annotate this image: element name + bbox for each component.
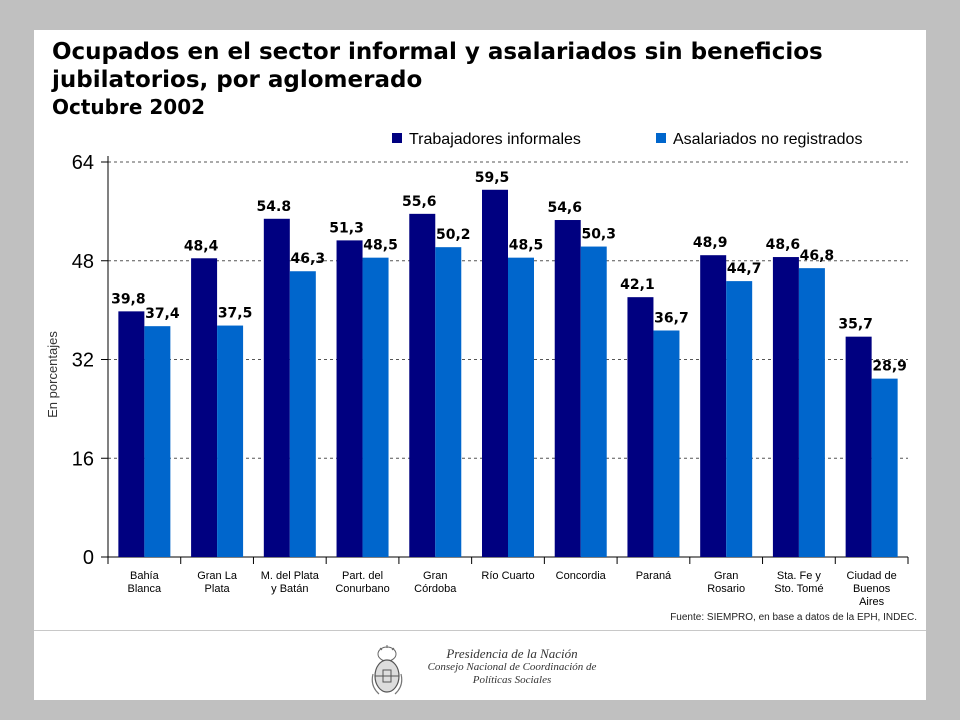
title-block: Ocupados en el sector informal y asalari… — [52, 38, 932, 120]
legend-label: Asalariados no registrados — [673, 131, 862, 148]
data-label: 48,6 — [766, 237, 801, 253]
category-label: Ciudad de — [847, 570, 897, 582]
footer-line3: Políticas Sociales — [472, 674, 552, 686]
category-label: Bahía — [130, 570, 160, 582]
bar-trabajadores-informales — [772, 257, 799, 557]
bar-asalariados-no-registrados — [508, 257, 534, 557]
bar-asalariados-no-registrados — [289, 271, 316, 557]
category-label: Paraná — [636, 570, 672, 582]
chart-subtitle: Octubre 2002 — [52, 95, 206, 119]
bar-trabajadores-informales — [554, 220, 581, 557]
y-tick-label: 32 — [72, 350, 94, 372]
y-tick-label: 64 — [72, 152, 94, 174]
data-label: 42,1 — [620, 277, 655, 293]
category-label: Gran — [423, 570, 447, 582]
data-label: 48,4 — [184, 238, 219, 254]
y-axis-label: En porcentajes — [45, 331, 60, 418]
bar-trabajadores-informales — [627, 297, 654, 557]
data-label: 44,7 — [727, 261, 762, 277]
data-label: 37,5 — [218, 306, 253, 322]
category-label: Aires — [859, 596, 885, 608]
category-label: Buenos — [853, 583, 891, 595]
y-tick-label: 16 — [72, 448, 94, 470]
bar-trabajadores-informales — [191, 258, 218, 557]
category-label: Gran — [714, 570, 738, 582]
bar-asalariados-no-registrados — [217, 325, 244, 557]
category-label: Gran La — [197, 570, 238, 582]
data-label: 48,5 — [363, 238, 398, 254]
data-label: 36,7 — [654, 310, 689, 326]
bar-asalariados-no-registrados — [871, 378, 898, 557]
data-label: 50,2 — [436, 227, 471, 243]
data-label: 46,8 — [800, 248, 835, 264]
national-seal-icon — [371, 645, 403, 695]
chart-title-line2: jubilatorios, por aglomerado — [52, 67, 423, 93]
data-label: 48,9 — [693, 235, 728, 251]
data-label: 39,8 — [111, 291, 146, 307]
legend-swatch — [656, 133, 666, 143]
source-note: Fuente: SIEMPRO, en base a datos de la E… — [670, 612, 917, 623]
data-label: 51,3 — [329, 220, 364, 236]
data-label: 37,4 — [145, 306, 180, 322]
data-label: 50,3 — [581, 227, 616, 243]
data-label: 46,3 — [291, 251, 326, 267]
category-label: Concordia — [556, 570, 607, 582]
bar-trabajadores-informales — [482, 189, 508, 557]
data-label: 54,6 — [547, 200, 582, 216]
data-label: 35,7 — [838, 317, 873, 333]
category-label: Sto. Tomé — [774, 583, 823, 595]
category-label: Part. del — [342, 570, 383, 582]
y-tick-label: 0 — [83, 547, 94, 569]
data-label: 55,6 — [402, 194, 437, 210]
category-label: M. del Plata — [261, 570, 320, 582]
bar-asalariados-no-registrados — [726, 281, 753, 557]
bar-trabajadores-informales — [845, 336, 872, 557]
legend-swatch — [392, 133, 402, 143]
bar-trabajadores-informales — [700, 255, 727, 557]
bar-asalariados-no-registrados — [580, 246, 607, 557]
bar-trabajadores-informales — [118, 311, 145, 557]
footer-institution: Presidencia de la Nación Consejo Naciona… — [412, 646, 612, 687]
category-label: Córdoba — [414, 583, 457, 595]
category-label: Rosario — [707, 583, 745, 595]
bar-asalariados-no-registrados — [144, 326, 171, 557]
bar-trabajadores-informales — [409, 213, 436, 557]
bar-asalariados-no-registrados — [362, 257, 389, 557]
bar-trabajadores-informales — [263, 218, 290, 557]
category-label: y Batán — [271, 583, 308, 595]
bar-asalariados-no-registrados — [798, 268, 825, 557]
footer-divider — [34, 630, 926, 631]
data-label: 59,5 — [475, 170, 510, 186]
bar-asalariados-no-registrados — [653, 330, 680, 557]
data-label: 54.8 — [257, 199, 292, 215]
y-tick-label: 48 — [72, 251, 94, 273]
category-label: Conurbano — [335, 583, 389, 595]
footer-line1: Presidencia de la Nación — [446, 646, 578, 661]
category-label: Río Cuarto — [481, 570, 534, 582]
legend-label: Trabajadores informales — [409, 131, 581, 148]
category-label: Blanca — [128, 583, 163, 595]
category-label: Plata — [205, 583, 231, 595]
footer-line2: Consejo Nacional de Coordinación de — [427, 661, 597, 673]
data-label: 48,5 — [509, 238, 544, 254]
bar-asalariados-no-registrados — [435, 247, 462, 557]
bar-trabajadores-informales — [336, 240, 363, 557]
chart-title-line1: Ocupados en el sector informal y asalari… — [52, 39, 823, 65]
category-label: Sta. Fe y — [777, 570, 822, 582]
data-label: 28,9 — [872, 359, 907, 375]
